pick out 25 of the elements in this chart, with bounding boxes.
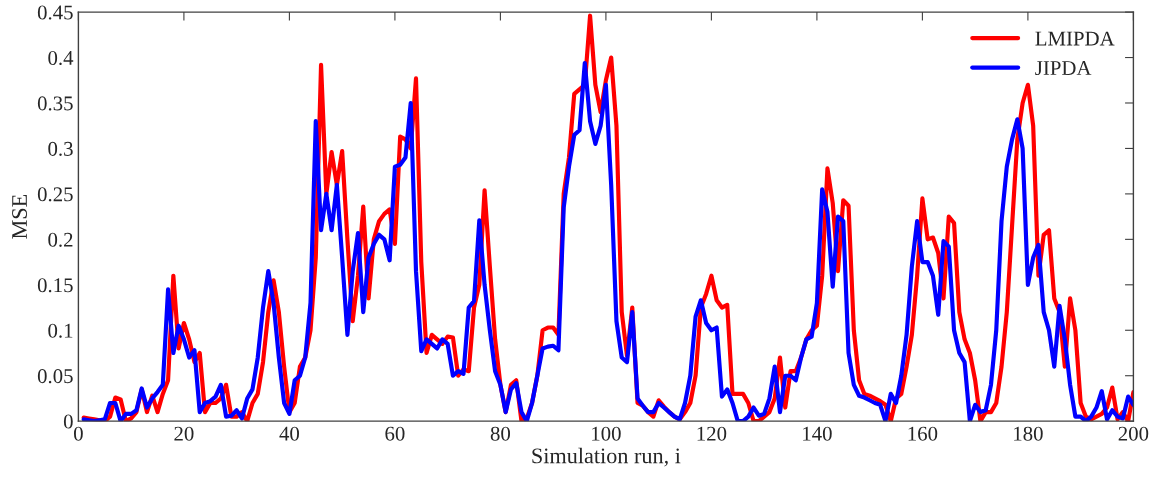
y-tick-label: 0.3 [48, 141, 73, 156]
x-tick-label: 180 [1014, 426, 1043, 441]
x-tick-label: 20 [174, 426, 194, 441]
x-tick-label: 80 [490, 426, 511, 441]
x-tick-label: 60 [385, 426, 405, 441]
y-tick-label: 0.25 [37, 187, 73, 202]
y-tick-label: 0.15 [37, 278, 73, 293]
x-tick-label: 200 [1118, 426, 1149, 441]
x-tick-label: 160 [908, 426, 938, 441]
y-tick-label: 0.45 [37, 5, 73, 20]
x-axis-title: Simulation run, i [532, 447, 681, 467]
y-tick-label: 0.35 [37, 96, 73, 111]
y-tick-label: 0.4 [48, 50, 74, 66]
legend-label: LMIPDA [1035, 31, 1115, 46]
x-tick-label: 100 [592, 426, 621, 441]
y-tick-label: 0.1 [48, 323, 73, 338]
y-tick-label: 0 [63, 414, 73, 429]
y-axis-title: MSE [12, 194, 28, 239]
x-tick-label: 140 [803, 426, 832, 441]
x-tick-label: 120 [697, 426, 727, 441]
x-tick-label: 0 [73, 426, 83, 441]
y-tick-label: 0.2 [48, 232, 73, 247]
y-tick-label: 0.05 [37, 369, 73, 384]
x-tick-label: 40 [279, 426, 300, 441]
legend-label: JIPDA [1035, 61, 1092, 76]
